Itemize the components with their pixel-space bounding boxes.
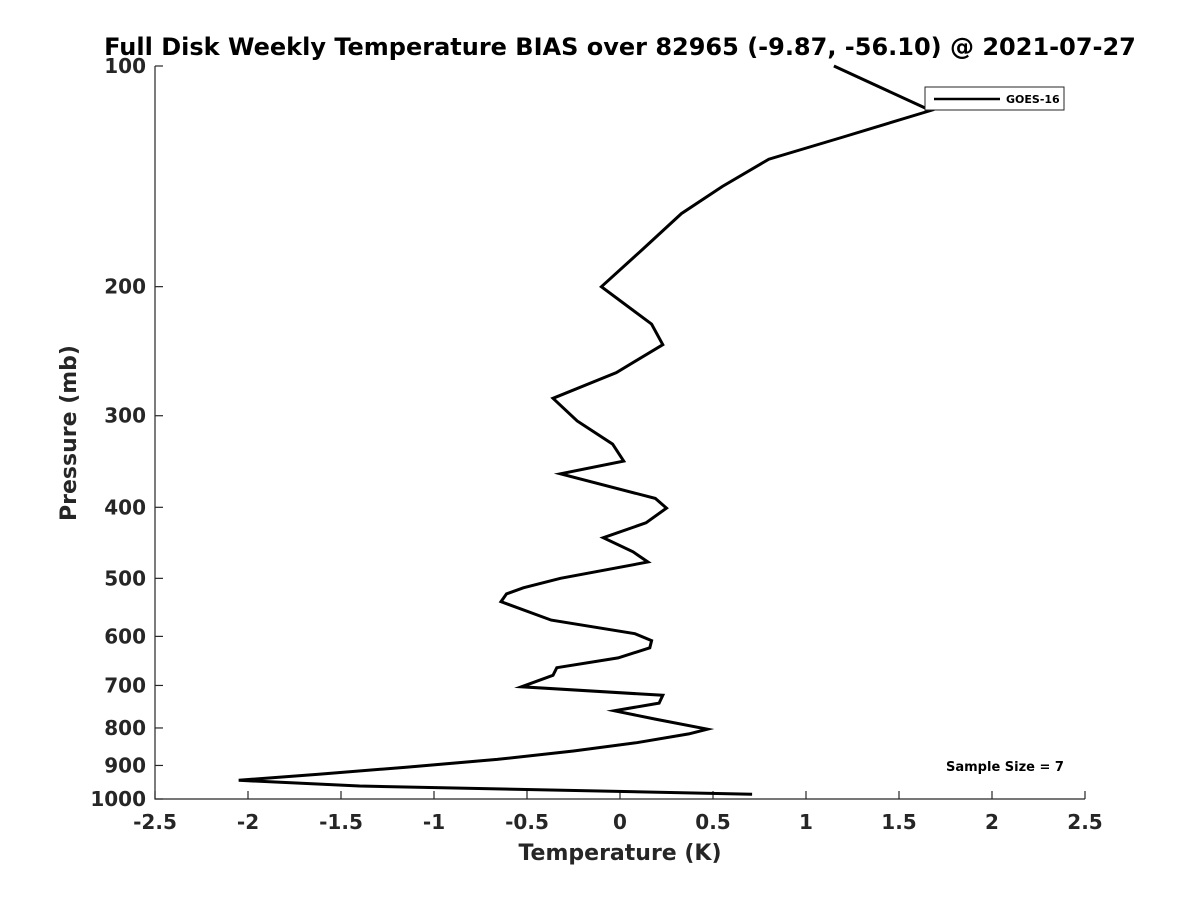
x-axis: -2.5 -2 -1.5 -1 -0.5 0 0.5 1 1.5 2 2.5 bbox=[133, 791, 1103, 834]
y-axis: 100 200 300 400 500 600 700 800 900 1000 bbox=[90, 54, 163, 811]
y-tick-label: 300 bbox=[104, 404, 146, 428]
x-tick-label: -1.5 bbox=[319, 810, 363, 834]
series-layer bbox=[238, 64, 935, 796]
chart-title: Full Disk Weekly Temperature BIAS over 8… bbox=[104, 33, 1136, 61]
y-axis-label: Pressure (mb) bbox=[57, 345, 82, 521]
x-tick-label: 2.5 bbox=[1067, 810, 1102, 834]
x-tick-label: 1.5 bbox=[881, 810, 916, 834]
y-tick-label: 500 bbox=[104, 566, 146, 590]
x-axis-label: Temperature (K) bbox=[518, 841, 721, 866]
legend-label-goes-16: GOES-16 bbox=[1006, 93, 1060, 106]
series-line-goes-16 bbox=[238, 64, 935, 796]
sample-size-annotation: Sample Size = 7 bbox=[946, 760, 1064, 775]
y-tick-label: 600 bbox=[104, 624, 146, 648]
y-tick-label: 800 bbox=[104, 716, 146, 740]
x-tick-label: 0 bbox=[613, 810, 627, 834]
y-tick-label: 200 bbox=[104, 275, 146, 299]
x-tick-label: -2 bbox=[237, 810, 259, 834]
x-tick-label: 2 bbox=[985, 810, 999, 834]
y-tick-label: 900 bbox=[104, 753, 146, 777]
y-tick-label: 100 bbox=[104, 54, 146, 78]
x-tick-label: 0.5 bbox=[695, 810, 730, 834]
legend: GOES-16 bbox=[924, 86, 1065, 111]
y-tick-label: 400 bbox=[104, 495, 146, 519]
x-tick-label: -2.5 bbox=[133, 810, 177, 834]
y-tick-label: 1000 bbox=[90, 787, 146, 811]
plot-area: -2.5 -2 -1.5 -1 -0.5 0 0.5 1 1.5 2 2.5 100 200 300 40… bbox=[90, 54, 1102, 834]
x-tick-label: 1 bbox=[799, 810, 813, 834]
y-tick-label: 700 bbox=[104, 673, 146, 697]
x-tick-label: -1 bbox=[423, 810, 445, 834]
x-tick-label: -0.5 bbox=[505, 810, 549, 834]
